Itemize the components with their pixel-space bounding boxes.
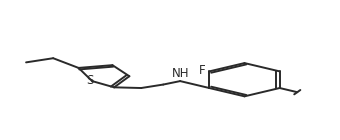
Text: F: F: [199, 64, 205, 76]
Text: NH: NH: [171, 66, 189, 80]
Text: S: S: [87, 74, 94, 87]
